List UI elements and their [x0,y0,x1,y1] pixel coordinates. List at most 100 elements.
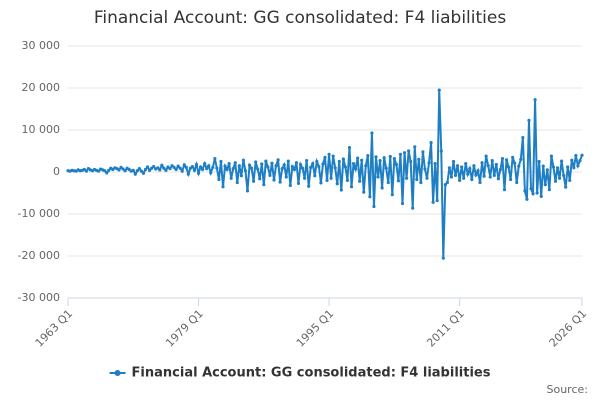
point [517,164,521,168]
point [305,159,309,163]
point [362,190,366,194]
point [509,177,513,182]
point [201,167,205,172]
point [478,180,482,185]
point [433,162,437,166]
point [103,169,107,173]
point [427,161,431,165]
point [451,159,456,164]
point [409,159,413,164]
point [549,154,554,158]
y-tick-label: -30 000 [18,291,60,304]
point [376,175,380,179]
point [172,165,176,169]
point [380,186,384,190]
point [417,157,421,161]
point [521,135,525,140]
point [176,164,180,168]
point [486,164,490,168]
point [137,167,141,171]
point [560,159,564,163]
point [498,167,503,172]
point [264,159,268,163]
point [331,154,335,158]
point [553,179,558,183]
point [445,180,449,185]
point [180,169,184,173]
point [400,201,405,206]
point [241,158,246,162]
point [219,159,223,164]
x-tick-label: 1963 Q1 [33,307,76,350]
point [247,163,252,167]
point [382,156,386,160]
point [290,164,294,169]
y-tick-label: -10 000 [18,207,60,220]
point [190,164,195,169]
point [360,158,364,162]
point [437,88,441,92]
point [453,173,458,177]
point [527,118,531,122]
y-tick-label: 30 000 [22,39,61,52]
point [252,179,256,183]
point [523,189,527,193]
point [300,166,305,170]
point [368,195,372,199]
point [325,178,329,182]
point [160,163,164,167]
point [335,182,339,186]
point [147,168,152,172]
point [235,180,239,185]
point [574,154,578,158]
point [513,161,517,165]
point [547,188,551,192]
point [472,164,476,168]
point [311,162,315,166]
point [539,194,543,198]
point [370,131,374,135]
point [353,167,358,171]
point [537,159,541,164]
point [431,200,435,204]
point [541,164,545,168]
point [270,161,274,165]
point [531,192,535,196]
point [351,162,356,166]
point [258,177,262,181]
point [135,169,139,173]
point [243,169,248,173]
point [294,161,299,165]
point [194,162,199,167]
point [315,159,319,164]
point [562,173,566,177]
source: Source: [547,383,589,396]
point [545,168,549,172]
point [366,154,370,158]
point [249,166,254,170]
point [407,149,411,153]
point [394,162,398,167]
point [570,158,574,162]
point [358,179,362,183]
point [227,162,231,166]
point [476,169,480,173]
point [237,164,241,168]
point [231,167,235,171]
x-tick-label: 1979 Q1 [163,307,206,350]
point [364,164,368,168]
point [266,165,270,169]
point [278,180,282,184]
point [213,156,217,161]
point [345,178,350,182]
point [96,169,101,173]
point [313,174,317,178]
point [421,150,425,154]
point [506,165,511,169]
point [192,168,197,172]
point [280,167,284,171]
point [337,159,341,164]
y-tick-label: 20 000 [22,81,61,94]
point [555,166,560,170]
point [158,168,162,172]
